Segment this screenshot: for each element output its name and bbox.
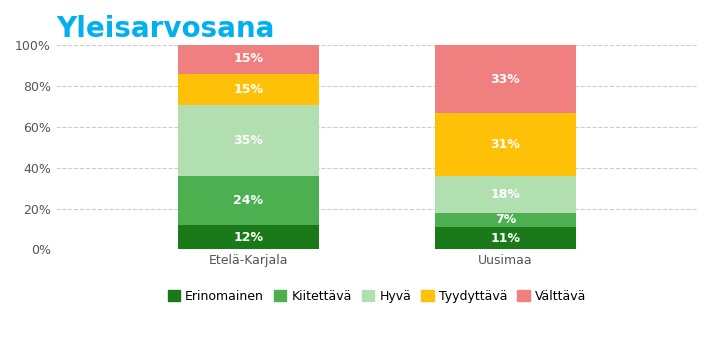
Text: 11%: 11% — [491, 232, 520, 245]
Bar — [178, 43, 319, 74]
Bar — [435, 45, 576, 113]
Bar — [178, 176, 319, 225]
Bar — [435, 227, 576, 249]
Bar — [435, 176, 576, 213]
Text: 18%: 18% — [491, 188, 520, 201]
Text: 24%: 24% — [233, 194, 263, 207]
Text: 15%: 15% — [233, 52, 263, 65]
Text: Yleisarvosana: Yleisarvosana — [56, 15, 274, 43]
Text: 31%: 31% — [491, 138, 520, 151]
Bar — [435, 113, 576, 176]
Text: 15%: 15% — [233, 83, 263, 96]
Text: 33%: 33% — [491, 72, 520, 85]
Bar — [435, 213, 576, 227]
Text: 7%: 7% — [495, 213, 516, 226]
Bar — [178, 225, 319, 249]
Legend: Erinomainen, Kiitettävä, Hyvä, Tyydyttävä, Välttävä: Erinomainen, Kiitettävä, Hyvä, Tyydyttäv… — [164, 286, 590, 307]
Text: 12%: 12% — [233, 231, 263, 244]
Bar — [178, 105, 319, 176]
Bar — [178, 74, 319, 105]
Text: 35%: 35% — [233, 134, 263, 147]
